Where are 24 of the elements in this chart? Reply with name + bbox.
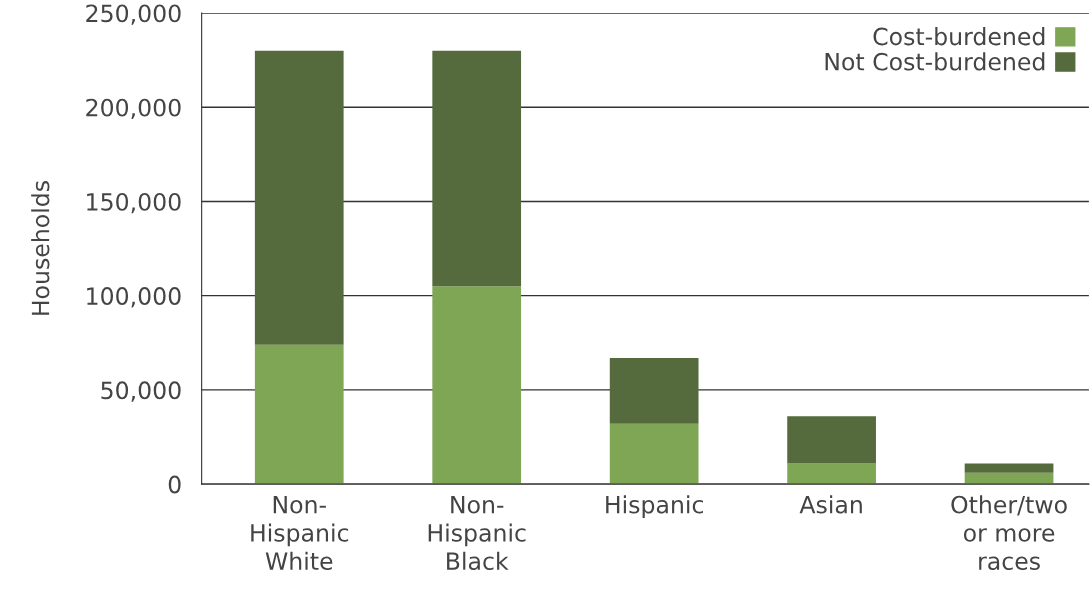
bar: [432, 50, 522, 287]
bar: [964, 472, 1054, 485]
bar: [432, 286, 522, 485]
bar: [609, 357, 699, 424]
y-tick-label: 0: [168, 475, 181, 494]
y-tick-label: 150,000: [87, 192, 181, 214]
bar: [609, 423, 699, 485]
y-tick-label: 100,000: [87, 287, 181, 308]
bar: [254, 50, 344, 345]
bar: [787, 463, 876, 485]
y-tick-label: 50,000: [101, 381, 181, 402]
legend-label: Cost-burdened: [873, 27, 1045, 46]
y-tick-label: 200,000: [86, 98, 181, 119]
bar: [964, 463, 1054, 473]
legend-label: Not Cost-burdened: [825, 52, 1045, 71]
y-tick-label: 250,000: [86, 4, 181, 25]
x-tick-label: Non- Hispanic White: [251, 496, 349, 571]
x-tick-label: Other/two or more races: [951, 495, 1067, 571]
bar: [787, 416, 876, 464]
x-tick-label: Asian: [799, 495, 862, 514]
y-axis-title: Households: [31, 181, 50, 315]
x-tick-label: Hispanic: [606, 495, 703, 519]
x-tick-label: Non- Hispanic Black: [428, 496, 526, 571]
bar: [254, 344, 344, 485]
